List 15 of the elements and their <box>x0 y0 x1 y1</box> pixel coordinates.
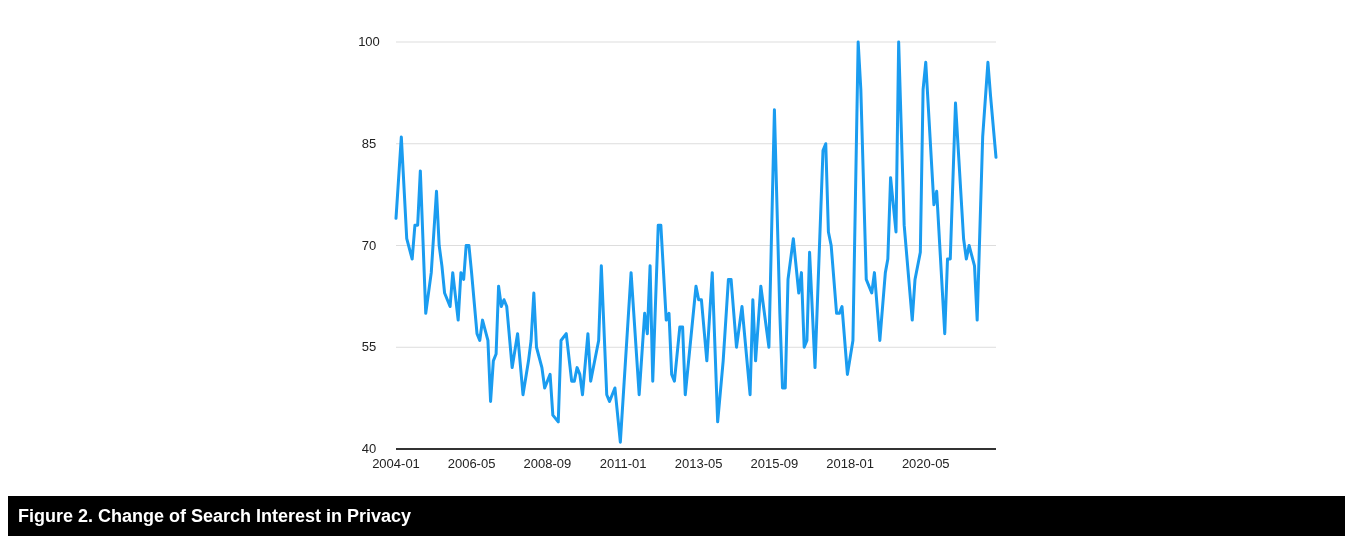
x-tick-label: 2018-01 <box>826 456 875 471</box>
y-tick-label: 100 <box>358 34 380 49</box>
x-tick-label: 2015-09 <box>750 456 799 471</box>
x-tick-label: 2008-09 <box>523 456 572 471</box>
x-tick-label: 2013-05 <box>674 456 723 471</box>
line-series <box>394 40 998 444</box>
x-tick-label: 2020-05 <box>901 456 950 471</box>
x-tick-label: 2004-01 <box>372 456 420 471</box>
y-tick-label: 70 <box>361 237 377 253</box>
y-tick-label: 55 <box>361 339 377 355</box>
x-tick-label: 2011-01 <box>599 456 647 471</box>
text: Figure 2. Change of Search Interest in Privacy <box>18 506 412 526</box>
x-tick-label: 2006-05 <box>447 456 496 471</box>
y-tick-label: 85 <box>361 135 377 151</box>
y-tick-label: 40 <box>361 441 377 456</box>
